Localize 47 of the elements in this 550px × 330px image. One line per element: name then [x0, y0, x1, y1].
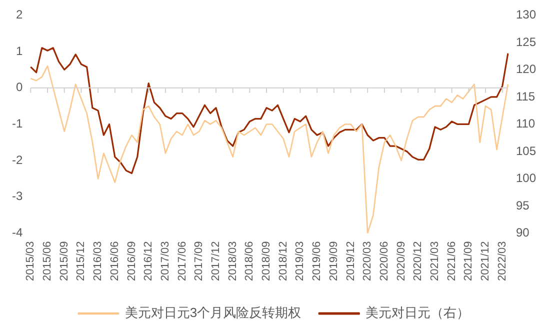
x-tick-label: 2020/06 [378, 241, 390, 282]
x-tick-label: 2015/09 [58, 241, 70, 282]
x-tick-label: 2016/03 [92, 241, 104, 282]
y2-tick-label: 125 [516, 34, 536, 49]
x-tick-label: 2016/12 [142, 241, 155, 282]
x-tick-label: 2021/03 [429, 241, 442, 282]
y-tick-label: -1 [12, 116, 23, 131]
y2-tick-label: 95 [516, 198, 530, 212]
legend-label: 美元对日元（右） [366, 305, 470, 320]
y-tick-label: -3 [12, 189, 23, 204]
y2-tick-label: 90 [516, 226, 530, 240]
x-tick-label: 2015/03 [24, 241, 37, 282]
x-tick-label: 2018/12 [277, 241, 290, 282]
x-tick-label: 2017/12 [210, 241, 222, 282]
y2-tick-label: 110 [516, 116, 536, 131]
x-tick-label: 2018/06 [244, 241, 256, 282]
x-tick-label: 2018/09 [260, 241, 273, 282]
legend-label: 美元对日元3个月风险反转期权 [124, 305, 302, 320]
x-tick-label: 2019/09 [328, 241, 340, 282]
x-tick-label: 2021/12 [480, 241, 492, 282]
y2-tick-label: 100 [516, 171, 536, 186]
x-tick-label: 2015/12 [75, 241, 88, 282]
x-tick-label: 2020/09 [395, 241, 408, 282]
x-tick-label: 2019/12 [344, 241, 357, 282]
x-tick-label: 2017/09 [193, 241, 206, 282]
x-tick-label: 2016/06 [108, 241, 121, 282]
x-tick-label: 2017/03 [159, 241, 172, 282]
y-tick-label: 2 [16, 8, 23, 22]
x-tick-label: 2015/06 [42, 241, 54, 282]
y2-tick-label: 120 [516, 62, 536, 76]
y-tick-label: -2 [12, 152, 23, 167]
x-tick-label: 2019/06 [311, 241, 324, 282]
y-tick-label: -4 [12, 226, 23, 240]
y2-tick-label: 105 [516, 144, 536, 158]
x-tick-label: 2016/09 [126, 241, 138, 282]
x-tick-label: 2021/06 [446, 241, 458, 282]
x-tick-label: 2017/06 [176, 241, 188, 282]
x-tick-label: 2022/03 [496, 241, 508, 282]
y-tick-label: 1 [16, 44, 23, 58]
x-tick-label: 2019/03 [294, 241, 306, 282]
x-tick-label: 2021/09 [462, 241, 475, 282]
y2-tick-label: 115 [516, 89, 536, 104]
y2-tick-label: 130 [516, 8, 536, 22]
x-tick-label: 2020/03 [362, 241, 374, 282]
x-tick-label: 2020/12 [412, 241, 424, 282]
y-tick-label: 0 [16, 80, 23, 94]
x-tick-label: 2018/03 [226, 241, 239, 282]
